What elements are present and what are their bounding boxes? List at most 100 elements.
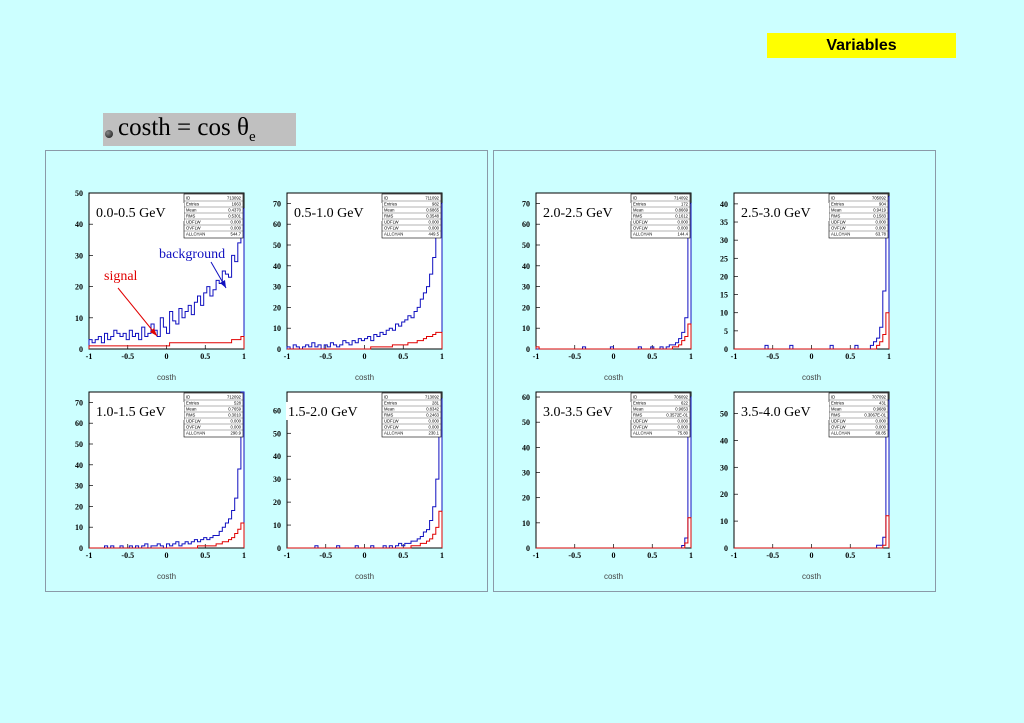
energy-range-label: 2.5-3.0 GeV <box>741 206 811 221</box>
x-axis-label: costh <box>355 373 374 382</box>
stats-value: 0.000 <box>429 425 440 430</box>
stats-key: ID <box>831 395 835 400</box>
stats-key: Mean <box>186 208 197 213</box>
stats-key: RMS <box>633 413 643 418</box>
x-tick-label: -1 <box>86 352 93 361</box>
stats-key: ALLCHAN <box>384 232 403 237</box>
x-axis-label: costh <box>802 373 821 382</box>
stats-box <box>828 193 889 239</box>
y-tick-label: 50 <box>522 418 530 427</box>
stats-value: 0.8342 <box>426 407 439 412</box>
signal-histogram <box>287 331 443 350</box>
stats-key: OVFLW <box>633 226 648 231</box>
stats-value: 0.000 <box>429 220 440 225</box>
stats-value: 0.4370 <box>228 208 241 213</box>
stats-value: 172 <box>681 202 689 207</box>
background-histogram <box>89 391 245 549</box>
stats-value: 449.5 <box>429 232 440 237</box>
range-label-bg <box>94 203 184 221</box>
x-axis-label: costh <box>157 572 176 581</box>
x-tick-label: 0.5 <box>647 551 657 560</box>
signal-arrowhead <box>150 328 157 336</box>
stats-box <box>630 193 691 239</box>
heading-theta: θ <box>236 114 249 141</box>
stats-key: ALLCHAN <box>384 431 403 436</box>
x-tick-label: 1 <box>242 352 246 361</box>
stats-key: UDFLW <box>384 419 399 424</box>
stats-key: Mean <box>831 407 842 412</box>
y-tick-label: 10 <box>75 314 83 323</box>
y-tick-label: 60 <box>273 406 281 415</box>
stats-key: Entries <box>186 401 199 406</box>
stats-value: 0.9689 <box>873 407 886 412</box>
y-tick-label: 5 <box>724 327 728 336</box>
stats-key: ALLCHAN <box>831 232 850 237</box>
y-tick-label: 20 <box>522 494 530 503</box>
stats-value: 711092 <box>425 196 439 201</box>
stats-key: OVFLW <box>384 425 399 430</box>
y-tick-label: 70 <box>75 398 83 407</box>
signal-arrow <box>117 287 158 337</box>
y-tick-label: 10 <box>522 324 530 333</box>
x-tick-label: 0.5 <box>845 352 855 361</box>
signal-histogram <box>536 517 692 549</box>
y-tick-label: 40 <box>522 443 530 452</box>
bullet-icon <box>105 130 113 138</box>
stats-key: ALLCHAN <box>633 232 652 237</box>
stats-value: 0.000 <box>876 226 887 231</box>
y-tick-label: 10 <box>720 309 728 318</box>
stats-key: RMS <box>186 413 196 418</box>
y-tick-label: 20 <box>273 498 281 507</box>
y-tick-label: 20 <box>720 490 728 499</box>
x-tick-label: 0 <box>612 551 616 560</box>
stats-key: ID <box>831 196 835 201</box>
stats-value: 0.1612 <box>675 214 688 219</box>
x-tick-label: -0.5 <box>121 551 134 560</box>
stats-value: 0.3067E-01 <box>864 413 886 418</box>
stats-key: UDFLW <box>186 419 201 424</box>
y-tick-label: 40 <box>720 436 728 445</box>
y-tick-label: 0 <box>79 544 83 553</box>
y-tick-label: 40 <box>273 262 281 271</box>
section-badge: Variables <box>767 33 956 58</box>
stats-value: 75.80 <box>678 431 689 436</box>
stats-box <box>183 392 244 438</box>
x-tick-label: -1 <box>533 551 540 560</box>
stats-value: 1663 <box>232 202 242 207</box>
stats-value: 706092 <box>674 395 689 400</box>
x-axis-label: costh <box>604 572 623 581</box>
stats-key: ALLCHAN <box>186 431 205 436</box>
y-tick-label: 30 <box>720 236 728 245</box>
range-label-bg <box>541 203 631 221</box>
stats-value: 0.9419 <box>873 208 886 213</box>
range-label-bg <box>739 402 829 420</box>
y-tick-label: 30 <box>273 475 281 484</box>
stats-key: UDFLW <box>633 419 648 424</box>
y-tick-label: 40 <box>75 220 83 229</box>
stats-value: 0.000 <box>876 425 887 430</box>
y-tick-label: 50 <box>75 440 83 449</box>
x-tick-label: 0.5 <box>398 551 408 560</box>
x-tick-label: 0 <box>810 551 814 560</box>
x-tick-label: -0.5 <box>121 352 134 361</box>
stats-key: OVFLW <box>633 425 648 430</box>
histogram-4: 0 5 10 15 20 25 30 35 40 -1 -0.5 0 0.5 1 costh ID 705092… <box>720 192 891 382</box>
y-tick-label: 30 <box>522 283 530 292</box>
y-tick-label: 0 <box>526 544 530 553</box>
energy-range-label: 3.0-3.5 GeV <box>543 405 613 420</box>
stats-key: Mean <box>186 407 197 412</box>
stats-box <box>630 392 691 438</box>
y-tick-label: 50 <box>273 241 281 250</box>
y-tick-label: 60 <box>75 419 83 428</box>
y-tick-label: 30 <box>720 463 728 472</box>
stats-value: 290.9 <box>231 431 242 436</box>
stats-key: RMS <box>633 214 643 219</box>
stats-key: Entries <box>186 202 199 207</box>
stats-value: 528 <box>234 401 242 406</box>
stats-key: ID <box>384 196 388 201</box>
y-tick-label: 10 <box>522 519 530 528</box>
stats-value: 0.9653 <box>675 407 688 412</box>
y-tick-label: 20 <box>720 272 728 281</box>
x-tick-label: 0 <box>810 352 814 361</box>
